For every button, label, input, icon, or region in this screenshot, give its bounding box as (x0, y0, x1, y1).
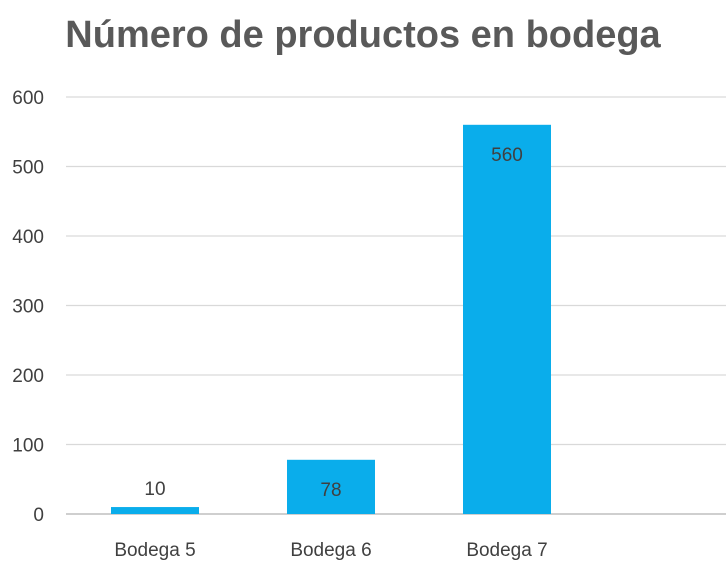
bar-data-label: 560 (491, 145, 523, 166)
x-axis-categories: Bodega 5 Bodega 6 Bodega 7 (114, 540, 547, 561)
bar (463, 124, 551, 515)
y-tick-label: 0 (33, 505, 44, 526)
y-tick-label: 200 (12, 366, 44, 387)
data-labels: 10 78 560 (144, 145, 522, 501)
bar-data-label: 10 (144, 479, 165, 500)
y-tick-label: 400 (12, 227, 44, 248)
y-tick-label: 100 (12, 436, 44, 457)
y-tick-label: 600 (12, 88, 44, 109)
y-tick-label: 300 (12, 297, 44, 318)
x-category-label: Bodega 7 (466, 540, 547, 561)
chart-title: Número de productos en bodega (65, 14, 661, 56)
gridlines (66, 96, 726, 515)
x-category-label: Bodega 6 (290, 540, 371, 561)
x-category-label: Bodega 5 (114, 540, 195, 561)
y-axis-ticks: 0 100 200 300 400 500 600 (12, 88, 44, 526)
bar (287, 459, 375, 514)
bars (111, 124, 551, 515)
y-tick-label: 500 (12, 158, 44, 179)
bar-data-label: 78 (320, 480, 341, 501)
bar (111, 507, 199, 514)
